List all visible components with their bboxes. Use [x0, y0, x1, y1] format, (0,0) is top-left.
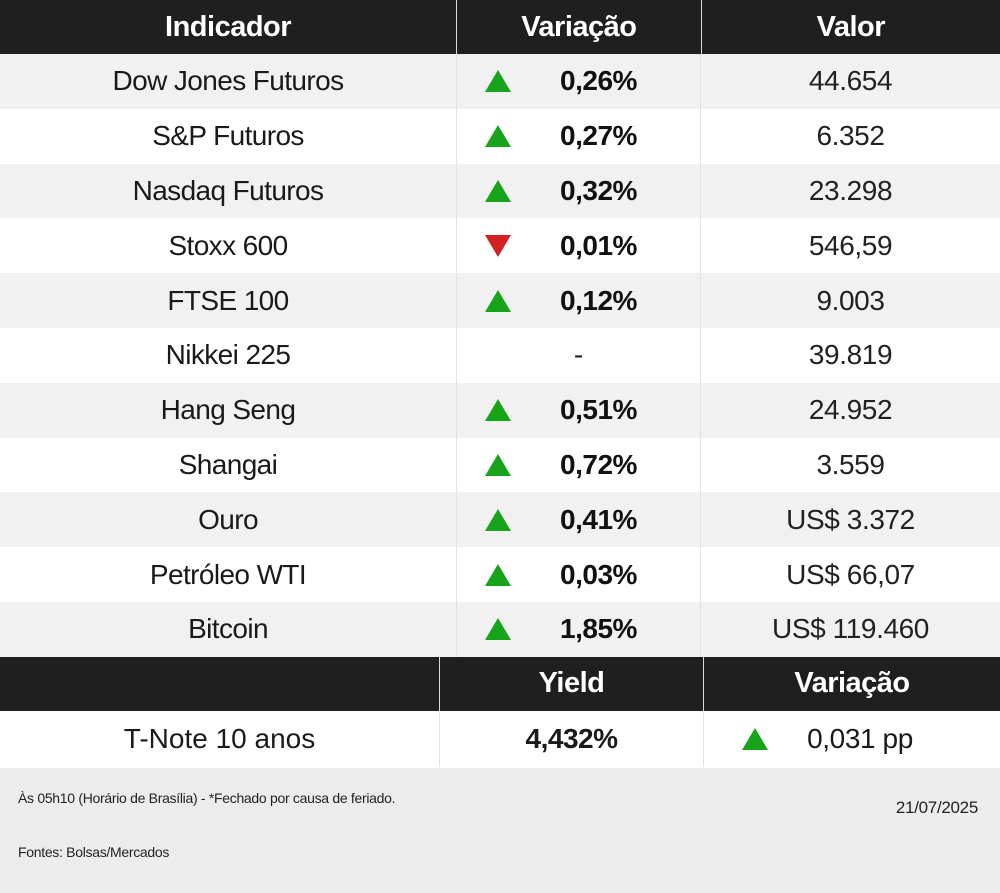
- up-arrow-icon: [485, 618, 511, 641]
- indicator-value: US$ 119.460: [772, 613, 929, 645]
- treasury-header-variacao: Variação: [794, 667, 910, 700]
- footer-sources: Fontes: Bolsas/Mercados: [18, 844, 170, 860]
- table-row: FTSE 100 0,12% 9.003: [0, 273, 1000, 328]
- indicator-change-cell: 0,03%: [457, 547, 701, 602]
- indicator-value: 3.559: [816, 448, 885, 480]
- table-row: Bitcoin 1,85% US$ 119.460: [0, 601, 1000, 657]
- footer-note: Às 05h10 (Horário de Brasília) - *Fechad…: [18, 790, 396, 806]
- indicator-name: Ouro: [0, 492, 457, 548]
- header-variacao: Variação: [457, 0, 702, 54]
- table-row: Ouro 0,41% US$ 3.372: [0, 492, 1000, 548]
- indicator-change-cell: 0,12%: [457, 273, 701, 328]
- indicator-change-cell: 0,72%: [457, 437, 701, 493]
- treasury-name: T-Note 10 anos: [0, 710, 440, 767]
- table-body: Dow Jones Futuros 0,26% 44.654 S&P Futuros 0…: [0, 54, 1000, 657]
- treasury-header-yield: Yield: [440, 656, 704, 711]
- indicator-change-cell: 1,85%: [457, 601, 701, 657]
- treasury-header: Yield Variação: [0, 656, 1000, 711]
- table-row: Dow Jones Futuros 0,26% 44.654: [0, 54, 1000, 109]
- indicator-value: US$ 66,07: [786, 558, 915, 590]
- down-arrow-icon: [485, 234, 511, 257]
- indicator-change: 0,51%: [560, 394, 637, 426]
- table-row: Hang Seng 0,51% 24.952: [0, 382, 1000, 438]
- table-row: S&P Futuros 0,27% 6.352: [0, 108, 1000, 164]
- table-row: Nikkei 225 - 39.819: [0, 327, 1000, 383]
- up-arrow-icon: [485, 289, 511, 312]
- treasury-change: 0,031 pp: [807, 722, 913, 754]
- indicator-name: Nikkei 225: [0, 327, 457, 383]
- up-arrow-icon: [485, 399, 511, 422]
- indicator-change-cell: 0,26%: [457, 54, 701, 109]
- indicator-change-cell: 0,01%: [457, 218, 701, 274]
- treasury-header-blank: [0, 656, 440, 711]
- indicator-change-cell: 0,51%: [457, 382, 701, 438]
- treasury-yield: 4,432%: [440, 710, 704, 767]
- indicator-change: 0,32%: [560, 174, 637, 206]
- up-arrow-icon: [485, 563, 511, 586]
- up-arrow-icon: [485, 508, 511, 531]
- indicator-change: 0,03%: [560, 558, 637, 590]
- indicator-value: 23.298: [808, 174, 893, 206]
- indicator-change-cell: 0,41%: [457, 492, 701, 548]
- header-valor: Valor: [816, 10, 886, 43]
- indicator-name: Petróleo WTI: [0, 547, 457, 602]
- indicator-name: Bitcoin: [0, 601, 457, 657]
- indicator-change-cell: 0,27%: [457, 108, 701, 164]
- indicator-name: Dow Jones Futuros: [0, 54, 457, 109]
- table-row: Stoxx 600 0,01% 546,59: [0, 218, 1000, 274]
- table-row: Petróleo WTI 0,03% US$ 66,07: [0, 547, 1000, 602]
- indicator-name: FTSE 100: [0, 273, 457, 328]
- indicator-change: 0,72%: [560, 448, 637, 480]
- market-indicators-table: Indicador Variação Valor Dow Jones Futur…: [0, 0, 1000, 767]
- indicator-change: 0,01%: [560, 229, 637, 261]
- indicator-name: Stoxx 600: [0, 218, 457, 274]
- indicator-change: 0,41%: [560, 503, 637, 535]
- footer-date: 21/07/2025: [895, 798, 978, 817]
- indicator-value: 9.003: [816, 284, 885, 316]
- up-arrow-icon: [485, 179, 511, 202]
- indicator-value: 6.352: [816, 120, 885, 152]
- indicator-change: 1,85%: [560, 613, 637, 645]
- table-row: Shangai 0,72% 3.559: [0, 437, 1000, 493]
- indicator-change: -: [573, 339, 584, 371]
- indicator-change-cell: 0,32%: [457, 163, 701, 219]
- indicator-name: Shangai: [0, 437, 457, 493]
- indicator-value: 44.654: [808, 65, 893, 97]
- footer: Às 05h10 (Horário de Brasília) - *Fechad…: [0, 768, 1000, 893]
- treasury-row: T-Note 10 anos 4,432% 0,031 pp: [0, 710, 1000, 767]
- treasury-change-cell: 0,031 pp: [704, 711, 1000, 767]
- indicator-name: Nasdaq Futuros: [0, 163, 457, 219]
- table-row: Nasdaq Futuros 0,32% 23.298: [0, 163, 1000, 219]
- header-indicador: Indicador: [0, 0, 458, 54]
- indicator-name: Hang Seng: [0, 382, 457, 438]
- up-arrow-icon: [742, 727, 768, 750]
- indicator-value: 546,59: [808, 229, 893, 261]
- indicator-change: 0,12%: [560, 284, 637, 316]
- up-arrow-icon: [485, 453, 511, 476]
- indicator-change: 0,27%: [560, 120, 637, 152]
- indicator-value: 24.952: [808, 394, 893, 426]
- indicator-value: US$ 3.372: [786, 503, 915, 535]
- up-arrow-icon: [485, 125, 511, 148]
- indicator-name: S&P Futuros: [0, 108, 457, 164]
- indicator-value: 39.819: [808, 339, 893, 371]
- up-arrow-icon: [485, 70, 511, 93]
- table-header: Indicador Variação Valor: [0, 0, 1000, 54]
- indicator-change-cell: -: [457, 327, 701, 383]
- indicator-change: 0,26%: [560, 65, 637, 97]
